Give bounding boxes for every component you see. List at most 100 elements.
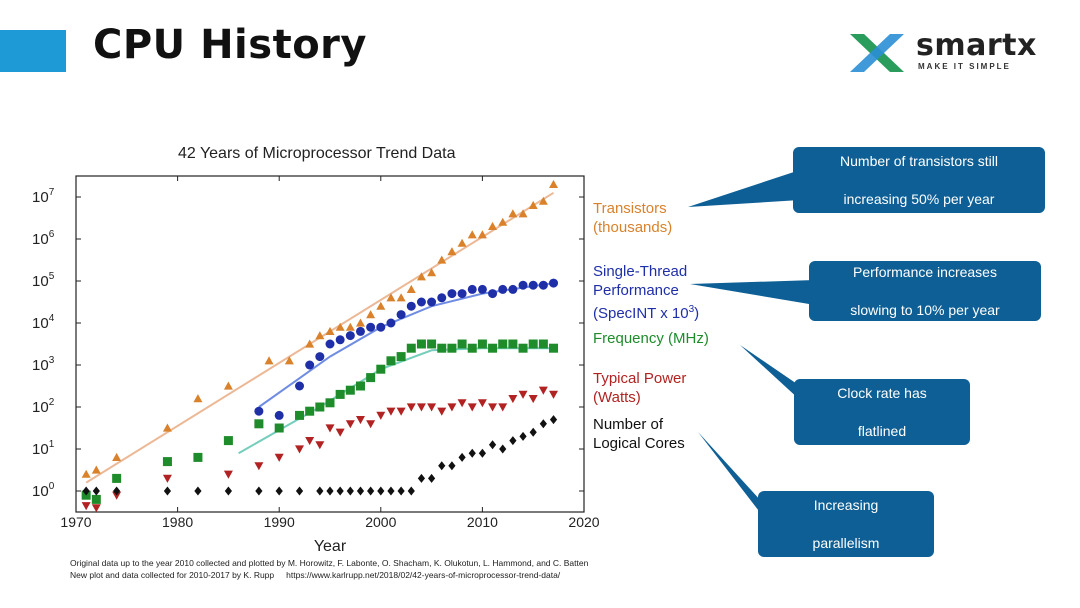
y-tick-label: 103 <box>32 355 55 374</box>
data-point <box>437 407 447 416</box>
label-specint: (SpecINT x 10 <box>593 305 689 322</box>
data-point <box>447 343 457 353</box>
data-point <box>427 268 437 277</box>
data-point <box>549 343 559 353</box>
data-point <box>397 486 405 496</box>
credits: Original data up to the year 2010 collec… <box>70 557 588 581</box>
data-point <box>417 473 426 483</box>
x-tick-label: 2010 <box>467 514 498 530</box>
data-point <box>274 410 284 420</box>
data-point <box>386 356 396 366</box>
data-point <box>396 310 406 320</box>
callout-transistors-line1: Number of transistors still <box>840 152 998 169</box>
y-tick-label: 107 <box>32 187 55 206</box>
data-point <box>82 486 90 496</box>
callout-transistors-line2: increasing 50% per year <box>843 190 995 207</box>
credits-author: New plot and data collected for 2010-201… <box>70 570 275 580</box>
logo-x-icon <box>850 34 904 72</box>
page-title: CPU History <box>93 22 367 68</box>
y-tick-label: 106 <box>32 229 55 248</box>
data-point <box>467 403 477 412</box>
callout-performance-line2: slowing to 10% per year <box>850 301 1000 318</box>
data-point <box>447 247 457 256</box>
data-point <box>113 486 121 496</box>
y-tick-label: 102 <box>32 397 55 416</box>
data-point <box>437 255 447 264</box>
callout-transistors: Number of transistors still increasing 50… <box>793 147 1045 213</box>
data-point <box>508 395 518 404</box>
data-point <box>112 473 122 483</box>
data-point <box>376 322 386 332</box>
label-transistors-line2: (thousands) <box>593 219 673 236</box>
data-point <box>295 410 305 420</box>
data-point <box>549 179 559 188</box>
data-point <box>275 486 283 496</box>
data-point <box>91 465 101 474</box>
data-point <box>112 452 122 461</box>
y-tick-label: 100 <box>32 481 55 500</box>
data-point <box>274 423 284 433</box>
label-power-line2: (Watts) <box>593 389 641 406</box>
callout-parallelism-line1: Increasing <box>813 496 879 513</box>
data-point <box>529 427 537 437</box>
data-point <box>325 398 335 408</box>
data-point <box>457 339 467 349</box>
y-tick-label: 104 <box>32 313 55 332</box>
data-point <box>448 461 456 471</box>
data-point <box>549 278 559 288</box>
data-point <box>457 399 467 408</box>
x-axis-label: Year <box>314 538 347 555</box>
data-point <box>519 431 527 441</box>
data-point <box>538 339 548 349</box>
data-point <box>162 423 172 432</box>
data-point <box>346 486 354 496</box>
data-point <box>477 284 487 294</box>
data-point <box>305 406 315 416</box>
data-point <box>193 394 203 403</box>
data-point <box>386 407 396 416</box>
data-point <box>518 209 528 218</box>
data-point <box>355 381 365 391</box>
data-point <box>91 504 101 513</box>
data-point <box>366 322 376 332</box>
data-point <box>335 322 345 331</box>
label-power-line1: Typical Power <box>593 370 687 387</box>
data-point <box>416 272 426 281</box>
data-point <box>315 441 325 450</box>
data-point <box>498 284 508 294</box>
data-point <box>447 403 457 412</box>
y-tick-label: 105 <box>32 271 55 290</box>
data-point <box>345 331 355 341</box>
callout-clock: Clock rate has flatlined <box>794 379 970 445</box>
x-tick-label: 1970 <box>60 514 91 530</box>
credits-line1: Original data up to the year 2010 collec… <box>70 558 589 568</box>
data-point <box>366 310 376 319</box>
data-point <box>305 437 315 446</box>
data-point <box>305 360 315 370</box>
data-point <box>447 289 457 299</box>
callout-pointer <box>688 170 800 207</box>
chart-title: 42 Years of Microprocessor Trend Data <box>178 145 456 162</box>
data-point <box>345 420 355 429</box>
data-point <box>538 280 548 290</box>
label-single-thread-line3: (SpecINT x 103) <box>593 300 699 323</box>
callout-clock-line2: flatlined <box>857 422 907 439</box>
data-point <box>416 403 426 412</box>
data-point <box>366 420 376 429</box>
callout-parallelism: Increasing parallelism <box>758 491 934 557</box>
data-point <box>223 381 233 390</box>
data-point <box>477 399 487 408</box>
data-point <box>335 428 345 437</box>
data-point <box>254 462 264 471</box>
data-point <box>498 217 508 226</box>
data-point <box>499 444 507 454</box>
data-point <box>315 402 325 412</box>
data-point <box>377 486 385 496</box>
data-point <box>406 403 416 412</box>
data-point <box>538 386 548 395</box>
data-point <box>427 339 437 349</box>
data-point <box>366 373 376 383</box>
data-point <box>223 436 233 446</box>
data-point <box>416 297 426 307</box>
